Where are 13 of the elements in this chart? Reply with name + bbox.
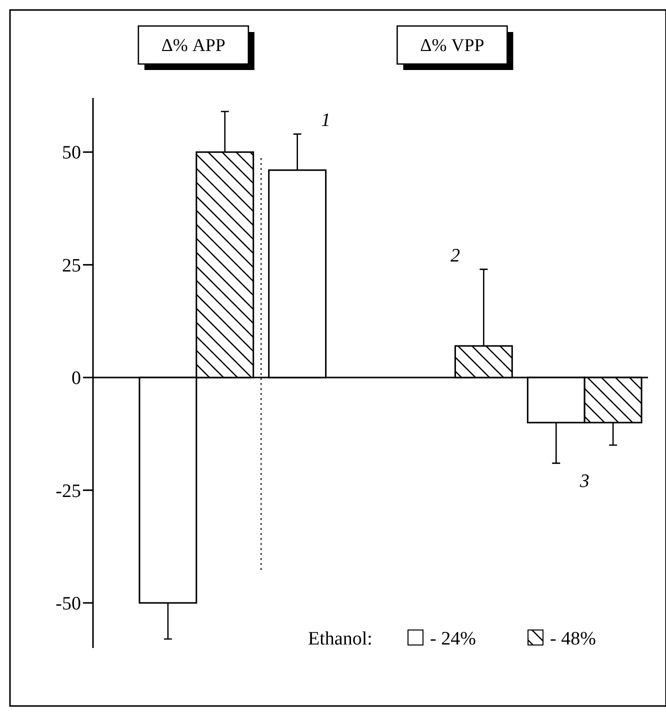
text: Δ% APP	[161, 35, 226, 55]
y-tick-label: 0	[72, 368, 81, 390]
legend-title: Ethanol:	[308, 628, 372, 650]
annotation: 3	[578, 471, 590, 492]
text: Δ% VPP	[420, 35, 484, 55]
annotation: 2	[450, 245, 460, 266]
y-tick-label: 25	[62, 255, 81, 276]
legend-label: - 48%	[550, 628, 596, 650]
y-tick-label: -50	[56, 594, 81, 615]
annotation: 1	[321, 110, 331, 132]
legend-label: - 24%	[430, 628, 476, 650]
y-tick-label: 50	[62, 142, 81, 164]
y-tick-label: -25	[56, 480, 81, 502]
